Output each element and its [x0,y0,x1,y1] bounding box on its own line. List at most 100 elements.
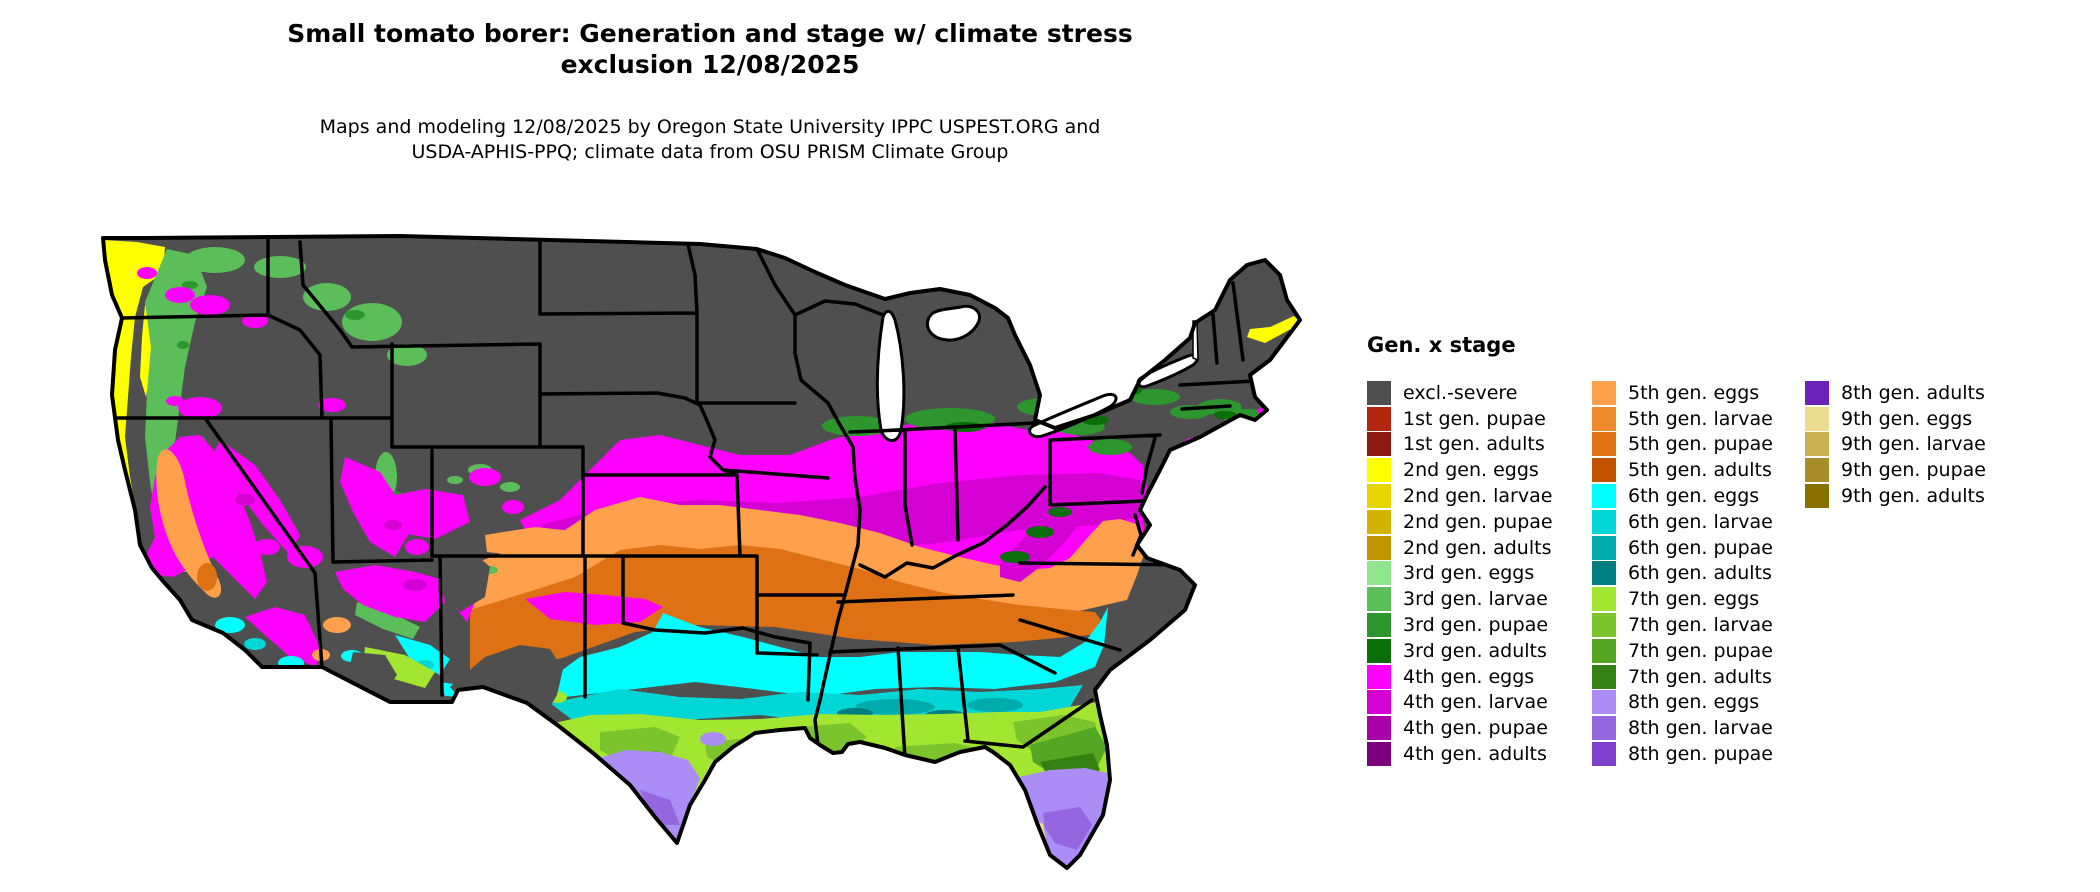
legend-swatch-g9p [1805,458,1829,483]
legend-item-g8e: 8th gen. eggs [1592,690,1773,716]
legend-swatch-g5e [1592,380,1616,405]
legend-label-g6p: 6th gen. pupae [1628,536,1773,559]
legend-swatch-g7p [1592,638,1616,663]
legend-swatch-g2a [1367,535,1391,560]
legend-label-g3a: 3rd gen. adults [1403,639,1547,662]
legend-label-g6a: 6th gen. adults [1628,562,1772,585]
legend-swatch-g8e [1592,690,1616,715]
legend-label-g2a: 2nd gen. adults [1403,536,1552,559]
legend-item-g5l: 5th gen. larvae [1592,406,1773,432]
map-region-fills [103,236,1300,868]
legend-swatch-excl [1367,380,1391,405]
legend-label-g7a: 7th gen. adults [1628,665,1772,688]
legend-swatch-g9a [1805,484,1829,509]
legend-column-2: 5th gen. eggs 5th gen. larvae 5th gen. pup… [1592,380,1773,767]
legend-label-g3p: 3rd gen. pupae [1403,614,1549,637]
legend-item-g6a: 6th gen. adults [1592,561,1773,587]
legend-swatch-g4l [1367,690,1391,715]
legend-swatch-g8p [1592,742,1616,767]
us-map [95,225,1315,892]
page-subtitle: Maps and modeling 12/08/2025 by Oregon S… [0,115,1420,165]
title-line-1: Small tomato borer: Generation and stage… [287,19,1133,48]
legend-label-g2l: 2nd gen. larvae [1403,485,1553,508]
legend-swatch-g4e [1367,664,1391,689]
legend-swatch-g3p [1367,613,1391,638]
legend-swatch-g4p [1367,716,1391,741]
legend-swatch-g1a [1367,432,1391,457]
legend-swatch-g7l [1592,613,1616,638]
legend-item-g8l: 8th gen. larvae [1592,715,1773,741]
us-outline [101,234,1302,870]
legend-label-g8a: 8th gen. adults [1841,381,1985,404]
legend-column-1: excl.-severe 1st gen. pupae 1st gen. adult… [1367,380,1553,767]
legend-label-g5l: 5th gen. larvae [1628,407,1773,430]
legend-item-g5a: 5th gen. adults [1592,457,1773,483]
legend-item-g9a: 9th gen. adults [1805,483,1986,509]
legend-item-g6l: 6th gen. larvae [1592,509,1773,535]
legend-item-g2l: 2nd gen. larvae [1367,483,1553,509]
legend-item-g7l: 7th gen. larvae [1592,612,1773,638]
legend-item-g9e: 9th gen. eggs [1805,406,1986,432]
legend-item-g9p: 9th gen. pupae [1805,457,1986,483]
lake-ontario [1136,353,1200,389]
legend-label-g2p: 2nd gen. pupae [1403,510,1553,533]
legend-label-g3e: 3rd gen. eggs [1403,562,1535,585]
legend-label-g4l: 4th gen. larvae [1403,691,1548,714]
subtitle-line-1: Maps and modeling 12/08/2025 by Oregon S… [319,116,1101,138]
legend-swatch-g2p [1367,509,1391,534]
legend-item-g6e: 6th gen. eggs [1592,483,1773,509]
legend-item-g1p: 1st gen. pupae [1367,406,1553,432]
title-line-2: exclusion 12/08/2025 [560,50,860,79]
legend-label-g9a: 9th gen. adults [1841,485,1985,508]
legend-item-g5e: 5th gen. eggs [1592,380,1773,406]
legend-column-3: 8th gen. adults 9th gen. eggs 9th gen. lar… [1805,380,1986,509]
legend-item-g2e: 2nd gen. eggs [1367,457,1553,483]
legend-label-g2e: 2nd gen. eggs [1403,459,1539,482]
legend-title: Gen. x stage [1367,333,1516,357]
legend-label-g3l: 3rd gen. larvae [1403,588,1548,611]
legend-item-g4e: 4th gen. eggs [1367,664,1553,690]
legend-swatch-g3e [1367,561,1391,586]
legend-label-g1p: 1st gen. pupae [1403,407,1546,430]
legend-item-g1a: 1st gen. adults [1367,432,1553,458]
legend-item-g3p: 3rd gen. pupae [1367,612,1553,638]
legend-label-g4a: 4th gen. adults [1403,743,1547,766]
legend-swatch-g9e [1805,406,1829,431]
legend-swatch-g6e [1592,484,1616,509]
legend-label-g8l: 8th gen. larvae [1628,717,1773,740]
legend: Gen. x stage [1367,333,1516,371]
subtitle-line-2: USDA-APHIS-PPQ; climate data from OSU PR… [411,141,1009,163]
legend-swatch-g5l [1592,406,1616,431]
legend-item-g2p: 2nd gen. pupae [1367,509,1553,535]
legend-item-g3a: 3rd gen. adults [1367,638,1553,664]
legend-label-g6l: 6th gen. larvae [1628,510,1773,533]
legend-label-g8p: 8th gen. pupae [1628,743,1773,766]
legend-swatch-g7e [1592,587,1616,612]
legend-label-g9p: 9th gen. pupae [1841,459,1986,482]
legend-swatch-g8l [1592,716,1616,741]
legend-item-g4l: 4th gen. larvae [1367,690,1553,716]
page-title: Small tomato borer: Generation and stage… [0,18,1420,80]
legend-label-g6e: 6th gen. eggs [1628,485,1760,508]
legend-item-g4a: 4th gen. adults [1367,741,1553,767]
legend-label-g8e: 8th gen. eggs [1628,691,1760,714]
legend-swatch-g3l [1367,587,1391,612]
legend-item-g8p: 8th gen. pupae [1592,741,1773,767]
legend-label-g7e: 7th gen. eggs [1628,588,1760,611]
legend-swatch-g9l [1805,432,1829,457]
legend-label-g4p: 4th gen. pupae [1403,717,1548,740]
lake-huron [925,304,982,342]
legend-swatch-g4a [1367,742,1391,767]
legend-label-g1a: 1st gen. adults [1403,433,1545,456]
legend-item-g2a: 2nd gen. adults [1367,535,1553,561]
legend-swatch-g5a [1592,458,1616,483]
legend-swatch-g1p [1367,406,1391,431]
legend-item-g8a: 8th gen. adults [1805,380,1986,406]
legend-label-g4e: 4th gen. eggs [1403,665,1535,688]
legend-swatch-g6p [1592,535,1616,560]
legend-item-g6p: 6th gen. pupae [1592,535,1773,561]
legend-swatch-g6l [1592,509,1616,534]
legend-item-g7p: 7th gen. pupae [1592,638,1773,664]
legend-label-g7p: 7th gen. pupae [1628,639,1773,662]
